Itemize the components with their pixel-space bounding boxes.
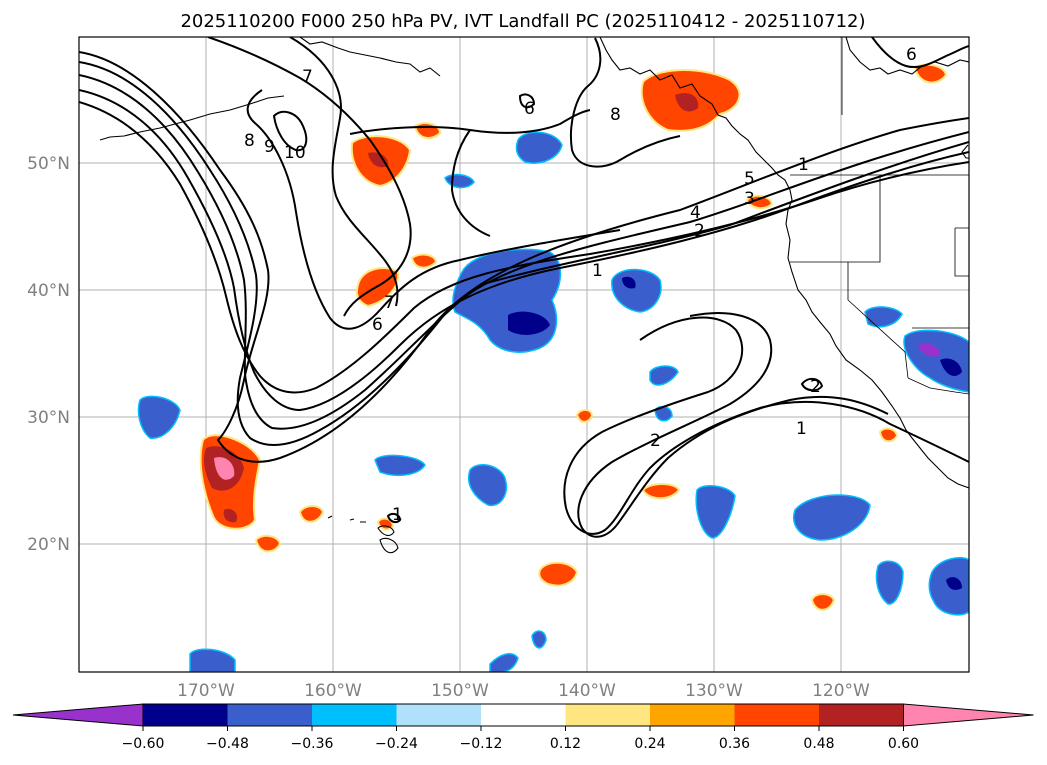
contour-label: 1	[392, 505, 403, 525]
colorbar-tick-label: −0.60	[122, 736, 165, 752]
contour-label: 4	[690, 203, 701, 223]
contour-label: 5	[744, 169, 755, 189]
pv-contour-6	[246, 89, 621, 330]
colorbar-cell	[227, 704, 313, 726]
lon-label-130w: 130°W	[685, 681, 743, 701]
colorbar-extend-min	[12, 703, 144, 727]
pos-anomaly-subtropics	[199, 408, 899, 611]
pv-contour-1	[79, 51, 969, 463]
neg-anomaly-west	[137, 395, 181, 439]
lat-label-40n: 40°N	[27, 281, 70, 301]
border-california-nevada	[847, 262, 909, 379]
contour-label: 9	[264, 137, 275, 157]
map-title: 2025110200 F000 250 hPa PV, IVT Landfall…	[180, 11, 865, 32]
map-panel: 7 8 9 10 6 6 7 8 6 5 4 3 2 1 1 2 2 1 1	[78, 36, 970, 673]
contour-label: 6	[372, 315, 383, 335]
pv-contour-12	[871, 37, 969, 68]
coastline-north-america	[599, 37, 969, 489]
colorbar-tick-label: 0.36	[719, 736, 750, 752]
lon-label-160w: 160°W	[304, 681, 362, 701]
colorbar-tick-label: −0.12	[460, 736, 503, 752]
pv-contour-15	[800, 378, 824, 392]
pv-contour-10	[349, 37, 681, 237]
border-oregon	[790, 175, 881, 263]
colorbar-cell	[650, 704, 735, 726]
contour-label: 10	[284, 143, 306, 163]
colorbar-outline	[142, 703, 904, 727]
pv-contours	[79, 37, 969, 538]
colorbar-cell	[143, 704, 228, 726]
pv-contour-16	[386, 512, 402, 524]
contour-label: 2	[650, 431, 661, 451]
border-idaho	[954, 227, 969, 277]
borders	[790, 37, 969, 395]
contour-label: 7	[302, 67, 313, 87]
pv-contour-7	[207, 37, 412, 317]
pv-contour-4	[79, 89, 969, 412]
border-us-mexico	[907, 377, 969, 395]
coastline-aleutians	[299, 37, 441, 77]
lat-label-50n: 50°N	[27, 154, 70, 174]
colorbar-tick-label: 0.60	[888, 736, 919, 752]
colorbar-tick-label: −0.36	[291, 736, 334, 752]
contour-label: 3	[744, 189, 755, 209]
contour-label: 2	[694, 221, 705, 241]
colorbar: −0.60 −0.48 −0.36 −0.24 −0.12 0.12 0.24 0.36 0.4…	[12, 703, 1034, 752]
lon-label-170w: 170°W	[177, 681, 235, 701]
colorbar-cell	[819, 704, 904, 726]
coastline-east-edge	[961, 144, 969, 159]
contour-label: 6	[524, 99, 535, 119]
lat-label-30n: 30°N	[27, 408, 70, 428]
neg-anomaly-north	[515, 131, 563, 164]
hawaii-islands	[377, 525, 399, 554]
colorbar-tick-label: −0.48	[206, 736, 249, 752]
pv-contour-9	[272, 110, 308, 152]
lon-label-140w: 140°W	[558, 681, 616, 701]
contour-label: 7	[384, 293, 395, 313]
colorbar-cell	[481, 704, 566, 726]
pv-contour-11	[518, 93, 536, 109]
colorbar-tick-label: 0.24	[634, 736, 665, 752]
hawaii-chain	[327, 515, 366, 523]
colorbar-extend-max	[903, 703, 1034, 727]
map-frame	[78, 36, 970, 673]
contour-label: 1	[798, 155, 809, 175]
coastlines	[99, 37, 969, 554]
colorbar-tick-label: −0.24	[375, 736, 418, 752]
pv-contour-5	[79, 101, 969, 394]
pv-contour-2	[79, 61, 969, 446]
pv-contour-8	[289, 37, 399, 307]
pos-anomaly-gulf-alaska	[640, 69, 741, 132]
lon-label-120w: 120°W	[812, 681, 870, 701]
contour-label: 2	[810, 377, 821, 397]
contour-label: 1	[592, 261, 603, 281]
coastline-canada-north	[845, 37, 969, 75]
contour-label: 6	[906, 45, 917, 65]
contour-label: 8	[244, 131, 255, 151]
lat-label-20n: 20°N	[27, 535, 70, 555]
colorbar-tick-label: 0.48	[803, 736, 834, 752]
latitude-labels: 50°N 40°N 30°N 20°N	[27, 154, 70, 555]
pv-contour-labels: 7 8 9 10 6 6 7 8 6 5 4 3 2 1 1 2 2 1 1	[244, 45, 917, 525]
ivt-positive-anomalies	[199, 63, 948, 611]
contour-label: 1	[796, 419, 807, 439]
longitude-labels: 170°W 160°W 150°W 140°W 130°W 120°W	[177, 681, 870, 701]
colorbar-cell	[312, 704, 397, 726]
pv-contour-14	[577, 312, 889, 538]
colorbar-cell	[734, 704, 820, 726]
graticule	[79, 37, 969, 672]
colorbar-cell	[565, 704, 651, 726]
contour-label: 8	[610, 105, 621, 125]
colorbar-cell	[396, 704, 482, 726]
lon-label-150w: 150°W	[431, 681, 489, 701]
colorbar-tick-label: 0.12	[550, 736, 581, 752]
